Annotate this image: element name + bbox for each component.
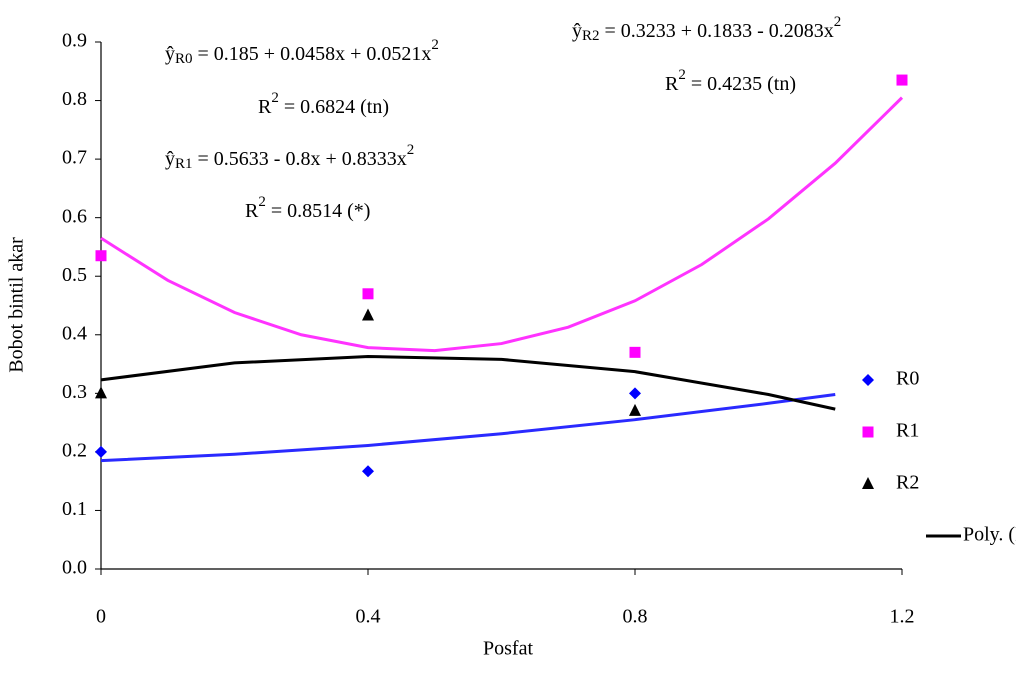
equation: ŷR1 = 0.5633 - 0.8x + 0.8333x2 [165, 142, 414, 172]
legend-label: R0 [896, 368, 919, 390]
x-tick-label: 1.2 [890, 606, 915, 628]
point [95, 386, 107, 399]
equation-text: = 0.8514 (*) [266, 200, 371, 222]
equation-symbol: ŷ [572, 20, 582, 42]
point [362, 288, 374, 300]
point [95, 250, 107, 262]
legend-marker [862, 426, 874, 438]
legend-label: R1 [896, 420, 919, 442]
y-tick-label: 0.5 [62, 264, 87, 286]
equation-symbol: ŷ [165, 43, 175, 65]
x-axis-title: Posfat [483, 638, 533, 660]
equation-text: = 0.4235 (tn) [686, 73, 796, 95]
y-tick-label: 0.4 [62, 322, 87, 344]
trend-line [100, 96, 904, 353]
equation-sup: 2 [271, 90, 279, 106]
equation-sup: 2 [678, 67, 686, 83]
equation-sup: 2 [431, 37, 439, 53]
equation: R2 = 0.4235 (tn) [665, 67, 796, 94]
equation-symbol: R [665, 73, 679, 95]
y-tick-label: 0.8 [62, 88, 87, 110]
equation-text: = 0.6824 (tn) [279, 96, 389, 118]
equation-sup: 2 [258, 194, 266, 210]
legend-marker [862, 374, 874, 386]
point [896, 74, 908, 86]
y-tick-label: 0.9 [62, 30, 87, 52]
legend-label: R2 [896, 472, 919, 494]
legend-marker [862, 477, 874, 489]
point [629, 346, 641, 358]
equation-sub: R1 [175, 156, 193, 172]
point [362, 308, 374, 321]
y-tick-label: 0.0 [62, 557, 87, 579]
y-axis-title: Bobot bintil akar [6, 237, 28, 373]
x-tick-label: 0.4 [356, 606, 381, 628]
y-tick-label: 0.1 [62, 498, 87, 520]
x-tick-label: 0 [96, 606, 106, 628]
equation-symbol: R [258, 96, 272, 118]
point [629, 387, 641, 400]
point [362, 465, 374, 478]
point [95, 445, 107, 458]
equation: ŷR0 = 0.185 + 0.0458x + 0.0521x2 [165, 37, 439, 67]
equation-text: = 0.3233 + 0.1833 - 0.2083x [600, 20, 834, 42]
legend-label: Poly. (R2) [963, 524, 1016, 546]
equation-text: = 0.185 + 0.0458x + 0.0521x [193, 43, 432, 65]
equation-sup: 2 [407, 142, 415, 158]
equation-symbol: R [245, 200, 259, 222]
equation: R2 = 0.8514 (*) [245, 194, 370, 221]
y-tick-label: 0.6 [62, 205, 87, 227]
point [629, 403, 641, 416]
trend-line [100, 354, 836, 411]
y-tick-label: 0.7 [62, 147, 87, 169]
y-tick-label: 0.3 [62, 381, 87, 403]
equation: R2 = 0.6824 (tn) [258, 90, 389, 117]
equation-text: = 0.5633 - 0.8x + 0.8333x [193, 148, 407, 170]
equation-sup: 2 [834, 14, 842, 30]
equation-sub: R0 [175, 51, 193, 67]
trend-line [100, 393, 836, 463]
equation-symbol: ŷ [165, 148, 175, 170]
equation: ŷR2 = 0.3233 + 0.1833 - 0.2083x2 [572, 14, 841, 44]
x-tick-label: 0.8 [623, 606, 648, 628]
y-tick-label: 0.2 [62, 439, 87, 461]
equation-sub: R2 [582, 28, 600, 44]
